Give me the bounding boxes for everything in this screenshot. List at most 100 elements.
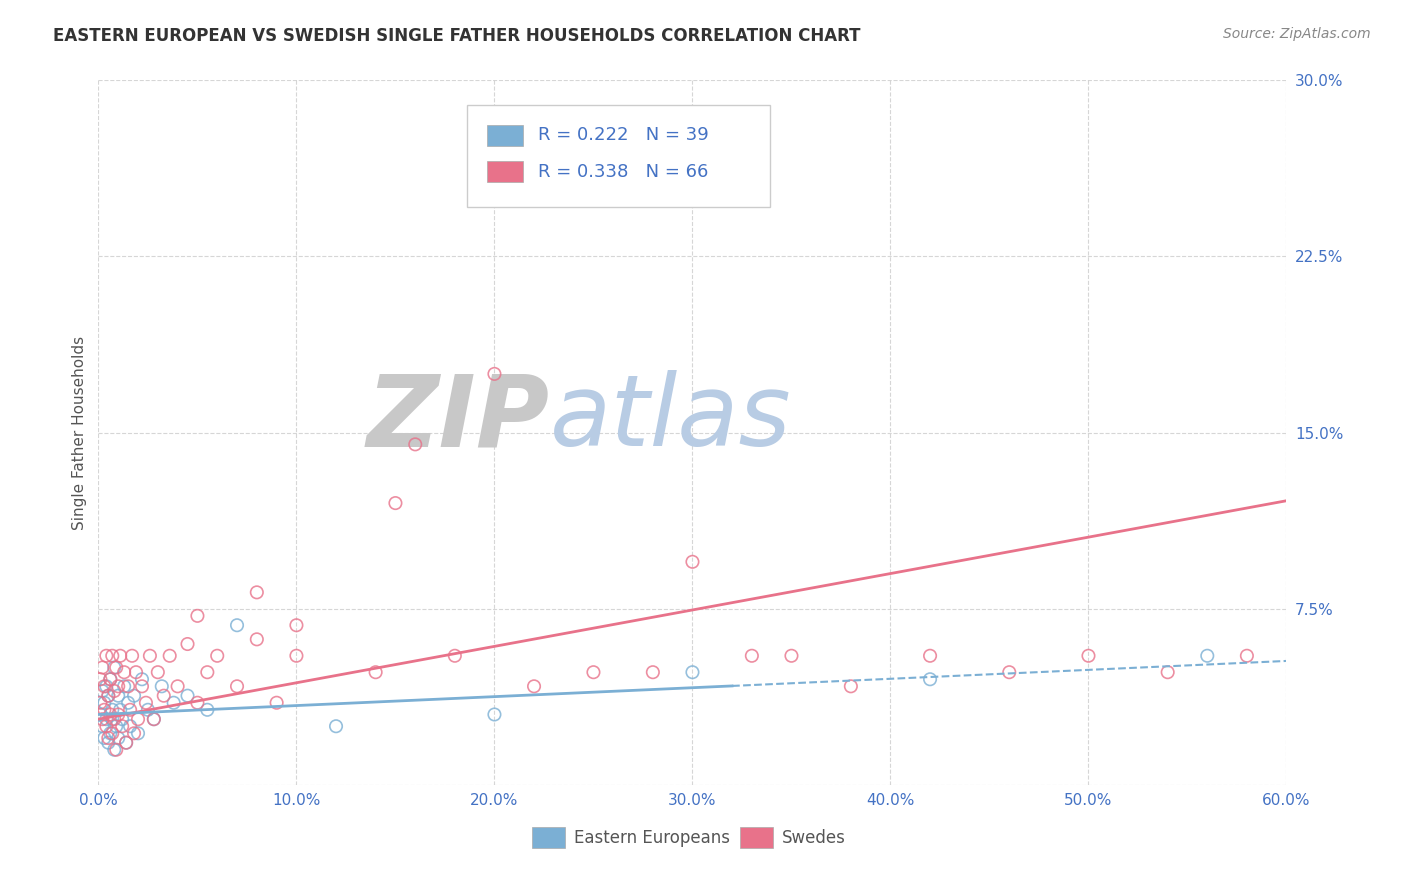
Point <box>159 648 181 663</box>
Point <box>117 696 139 710</box>
Point <box>484 707 506 722</box>
Point <box>681 555 703 569</box>
Point <box>142 712 165 726</box>
Point <box>117 679 139 693</box>
Point <box>101 712 124 726</box>
Point <box>89 707 111 722</box>
Point <box>1077 648 1099 663</box>
Point <box>108 648 131 663</box>
Point <box>107 689 129 703</box>
Point <box>89 696 111 710</box>
Point <box>122 726 145 740</box>
Point <box>681 665 703 680</box>
Point <box>91 712 114 726</box>
Point <box>127 726 149 740</box>
Point <box>107 679 129 693</box>
Point <box>195 703 218 717</box>
Text: EASTERN EUROPEAN VS SWEDISH SINGLE FATHER HOUSEHOLDS CORRELATION CHART: EASTERN EUROPEAN VS SWEDISH SINGLE FATHE… <box>53 27 860 45</box>
Point <box>136 703 159 717</box>
Point <box>131 679 153 693</box>
Point <box>127 712 149 726</box>
Point <box>226 618 249 632</box>
Point <box>920 648 942 663</box>
Point <box>166 679 188 693</box>
Point <box>135 696 157 710</box>
Point <box>1197 648 1219 663</box>
Point <box>97 689 120 703</box>
Point <box>186 696 208 710</box>
Point <box>120 719 142 733</box>
Point <box>195 665 218 680</box>
Point <box>103 660 125 674</box>
Point <box>105 660 128 674</box>
Point <box>285 618 308 632</box>
Point <box>91 719 114 733</box>
Text: R = 0.338   N = 66: R = 0.338 N = 66 <box>538 163 709 181</box>
Point <box>120 703 142 717</box>
Y-axis label: Single Father Households: Single Father Households <box>72 335 87 530</box>
Point <box>839 679 862 693</box>
Point <box>93 703 115 717</box>
Point <box>641 665 664 680</box>
Point <box>163 696 186 710</box>
Bar <box>486 161 523 183</box>
Point <box>1156 665 1178 680</box>
Point <box>142 712 165 726</box>
Point <box>103 742 125 756</box>
Point <box>103 684 125 698</box>
Point <box>444 648 467 663</box>
Point <box>96 712 118 726</box>
Point <box>115 736 138 750</box>
Point <box>582 665 605 680</box>
Point <box>96 719 118 733</box>
Point <box>93 696 115 710</box>
Bar <box>740 827 773 848</box>
Point <box>131 673 153 687</box>
Point <box>139 648 162 663</box>
Point <box>93 679 115 693</box>
Text: atlas: atlas <box>550 370 792 467</box>
Point <box>108 703 131 717</box>
Point <box>122 689 145 703</box>
Point <box>112 679 135 693</box>
Point <box>105 742 128 756</box>
Point <box>98 673 121 687</box>
Bar <box>531 827 565 848</box>
Point <box>93 731 115 745</box>
Point <box>98 673 121 687</box>
Point <box>103 712 125 726</box>
Point <box>112 665 135 680</box>
Point <box>152 689 174 703</box>
Point <box>91 660 114 674</box>
Point <box>404 437 426 451</box>
Point <box>107 707 129 722</box>
Point <box>285 648 308 663</box>
Point <box>920 673 942 687</box>
Point <box>364 665 387 680</box>
Text: Eastern Europeans: Eastern Europeans <box>574 829 730 847</box>
Point <box>205 648 228 663</box>
Point <box>96 648 118 663</box>
Point <box>97 736 120 750</box>
Point <box>246 585 269 599</box>
Bar <box>486 125 523 145</box>
Point <box>101 648 124 663</box>
Point <box>91 684 114 698</box>
Point <box>98 726 121 740</box>
Point <box>98 707 121 722</box>
Point <box>101 726 124 740</box>
Point <box>111 712 134 726</box>
Point <box>121 648 143 663</box>
Point <box>176 637 198 651</box>
Point <box>97 731 120 745</box>
Point <box>101 703 124 717</box>
Point <box>96 679 118 693</box>
Point <box>89 673 111 687</box>
Text: Swedes: Swedes <box>782 829 845 847</box>
Point <box>484 367 506 381</box>
Point <box>146 665 169 680</box>
Point <box>97 689 120 703</box>
Point <box>325 719 347 733</box>
Text: ZIP: ZIP <box>367 370 550 467</box>
Text: R = 0.222   N = 39: R = 0.222 N = 39 <box>538 127 709 145</box>
